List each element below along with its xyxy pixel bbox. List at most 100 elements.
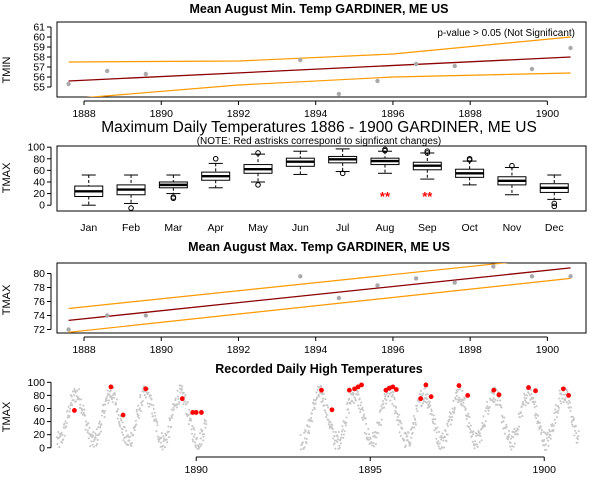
p4-daily-point [81,408,84,411]
p4-daily-point [138,407,141,410]
p4-daily-point [436,442,439,446]
p4-daily-point [571,423,574,426]
p2-significance-marker: ** [380,189,391,204]
p4-daily-point [356,390,359,393]
p4-daily-point [331,428,334,431]
p4-daily-point [129,435,132,438]
p4-daily-point [80,411,83,414]
p4-daily-point [530,388,533,392]
p2-box-feb [116,174,146,211]
p4-daily-point [540,429,543,432]
p4-y-tick-label: 100 [27,377,45,389]
p4-daily-point [338,446,341,449]
p4-daily-point [83,412,86,415]
p3-ci-upper [68,263,510,310]
p4-daily-point [117,413,120,416]
p4-daily-point [69,404,72,407]
p4-record-point [120,412,126,418]
p4-daily-point [385,399,388,402]
p4-daily-point [180,389,183,392]
p4-daily-point [336,435,339,438]
p4-daily-point [523,399,526,402]
p4-daily-point [96,438,99,441]
p4-daily-point [111,401,114,404]
p1-x-tick-label: 1888 [72,108,96,120]
p2-box-mar [158,174,188,202]
p4-daily-point [446,422,449,425]
p4-daily-point [69,407,72,410]
p4-daily-point [316,388,319,391]
p4-daily-point [445,440,448,443]
p4-daily-point [141,404,144,407]
p2-box-oct [455,155,485,186]
p4-daily-point [458,387,461,391]
p4-daily-point [181,385,184,388]
p4-daily-point [362,413,366,416]
p4-daily-point [96,442,99,445]
p4-daily-point [92,440,95,443]
p4-daily-point [116,409,119,412]
p4-daily-point [139,394,142,397]
p4-daily-point [86,429,89,432]
p4-daily-point [411,431,414,434]
p4-daily-point [484,425,487,428]
p4-daily-point [545,448,548,451]
p4-daily-point [544,432,547,435]
p4-daily-point [77,388,81,391]
p4-daily-point [366,436,369,439]
p4-daily-point [202,435,205,438]
p4-daily-point [370,441,373,444]
p2-month-label: Dec [545,222,564,234]
p1-data-point [375,78,380,84]
p3-data-point [452,280,457,285]
p4-daily-point [430,409,433,413]
p4-daily-point [148,402,151,406]
p4-daily-point [553,418,556,421]
p1-annotation: p-value > 0.05 (Not Significant) [437,28,575,39]
p4-daily-point [494,398,497,401]
p4-daily-point [139,396,142,399]
p4-daily-point [574,425,577,428]
p4-daily-point [321,397,325,400]
p4-daily-point [361,406,364,409]
p4-daily-point [468,421,471,425]
p4-daily-point [339,438,342,441]
p4-record-point [383,387,389,393]
p4-daily-point [64,420,67,423]
p1-y-tick-label: 56 [33,72,45,84]
p4-daily-point [552,424,555,427]
p4-daily-point [488,406,491,409]
p2-outlier [466,157,473,163]
p4-daily-point [465,418,468,421]
p4-daily-point [544,443,547,446]
p4-daily-point [363,431,366,434]
p4-daily-point [437,445,440,448]
p4-daily-point [168,419,171,422]
p4-daily-point [325,416,328,419]
p4-daily-point [139,410,142,413]
p4-daily-point [352,392,355,395]
p4-daily-point [397,419,400,422]
p4-daily-point [507,436,510,439]
p4-daily-point [567,402,570,405]
p4-daily-point [310,417,313,420]
p4-daily-point [178,401,181,404]
p4-daily-point [335,439,338,442]
p4-daily-point [74,391,77,394]
p4-daily-point [126,434,129,437]
p4-daily-point [446,424,449,428]
p4-daily-point [159,441,163,444]
p4-daily-point [426,393,429,396]
p4-daily-point [348,397,351,400]
p4-y-tick-label: 80 [33,390,45,402]
p4-record-point [423,382,429,388]
p4-daily-point [487,409,490,412]
p4-daily-point [441,432,444,435]
p1-x-tick-label: 1896 [381,108,405,120]
p4-daily-point [405,432,408,436]
p4-daily-point [437,440,440,443]
p1-data-point [568,45,573,51]
p4-daily-point [357,393,360,396]
p4-daily-point [102,410,105,413]
p4-daily-point [398,431,401,434]
